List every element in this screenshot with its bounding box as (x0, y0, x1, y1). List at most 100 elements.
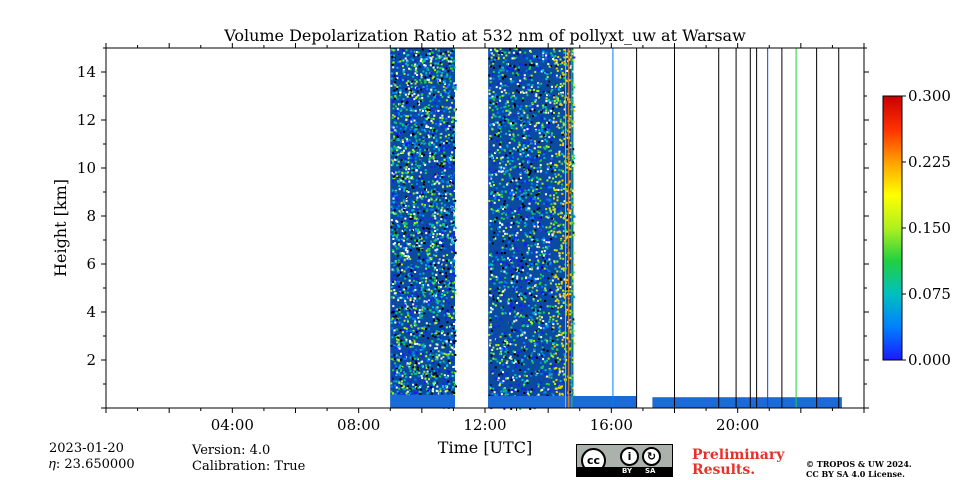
noise-pixel (530, 182, 533, 185)
noise-pixel (424, 289, 427, 292)
noise-pixel (553, 220, 556, 223)
noise-pixel (561, 153, 564, 156)
noise-pixel (511, 196, 514, 199)
noise-pixel (490, 306, 492, 309)
noise-pixel (435, 358, 437, 361)
noise-pixel (538, 246, 541, 249)
noise-pixel (521, 387, 524, 390)
noise-pixel (414, 214, 417, 217)
noise-pixel (443, 284, 446, 287)
noise-pixel (537, 259, 540, 262)
noise-pixel (552, 213, 555, 216)
noise-pixel (488, 89, 491, 92)
noise-pixel (411, 134, 414, 137)
noise-pixel (498, 65, 501, 68)
noise-pixel (453, 82, 456, 85)
noise-pixel (396, 308, 399, 311)
noise-pixel (571, 387, 574, 390)
noise-pixel (542, 246, 545, 249)
noise-pixel (521, 324, 524, 327)
noise-pixel (542, 256, 545, 259)
noise-pixel (549, 138, 552, 141)
noise-pixel (531, 268, 533, 271)
noise-pixel (406, 54, 409, 57)
noise-pixel (441, 383, 444, 386)
noise-pixel (405, 267, 408, 270)
noise-pixel (391, 189, 394, 192)
noise-pixel (546, 84, 549, 87)
noise-pixel (544, 284, 547, 287)
noise-pixel (433, 183, 436, 186)
noise-pixel (526, 57, 528, 60)
noise-pixel (566, 308, 569, 311)
noise-pixel (422, 86, 425, 89)
noise-pixel (452, 328, 455, 331)
noise-pixel (520, 298, 523, 301)
noise-pixel (410, 214, 413, 217)
noise-pixel (400, 339, 403, 342)
noise-pixel (440, 149, 443, 152)
noise-pixel (415, 324, 418, 327)
noise-pixel (439, 177, 442, 179)
noise-pixel (548, 230, 551, 233)
noise-pixel (399, 91, 402, 94)
noise-pixel (512, 265, 515, 268)
noise-pixel (500, 90, 503, 93)
noise-pixel (444, 217, 447, 220)
noise-pixel (436, 228, 439, 231)
noise-pixel (521, 99, 524, 102)
noise-pixel (532, 115, 534, 118)
noise-pixel (447, 60, 450, 63)
noise-pixel (398, 333, 401, 336)
noise-pixel (556, 335, 559, 337)
noise-pixel (406, 60, 409, 63)
noise-pixel (502, 69, 505, 72)
noise-pixel (407, 171, 410, 174)
noise-pixel (518, 104, 521, 107)
noise-pixel (452, 125, 455, 128)
noise-pixel (409, 388, 412, 391)
noise-pixel (554, 117, 557, 120)
noise-pixel (565, 342, 568, 345)
noise-pixel (523, 331, 526, 334)
noise-pixel (517, 264, 520, 267)
noise-pixel (511, 262, 514, 265)
noise-pixel (492, 373, 495, 376)
noise-pixel (570, 326, 572, 329)
noise-pixel (552, 177, 555, 180)
noise-pixel (517, 270, 520, 273)
noise-pixel (489, 323, 492, 326)
noise-pixel (522, 206, 525, 209)
noise-pixel (555, 311, 558, 313)
noise-pixel (514, 165, 517, 168)
noise-pixel (555, 87, 558, 90)
noise-pixel (413, 92, 416, 95)
noise-pixel (451, 209, 454, 212)
noise-pixel (508, 259, 511, 262)
noise-pixel (535, 158, 538, 161)
noise-pixel (403, 336, 406, 339)
noise-pixel (562, 170, 564, 173)
noise-pixel (410, 229, 413, 232)
noise-pixel (546, 262, 549, 265)
noise-pixel (453, 214, 456, 217)
noise-pixel (396, 369, 399, 372)
noise-pixel (415, 128, 418, 131)
noise-pixel (435, 57, 438, 60)
noise-pixel (415, 169, 418, 172)
noise-pixel (398, 372, 401, 375)
noise-pixel (552, 48, 555, 51)
noise-pixel (504, 102, 507, 105)
noise-pixel (548, 121, 551, 124)
noise-pixel (528, 83, 531, 86)
noise-pixel (436, 343, 439, 346)
noise-pixel (397, 345, 399, 348)
noise-pixel (535, 93, 538, 96)
noise-pixel (440, 303, 443, 306)
noise-pixel (534, 321, 537, 323)
noise-pixel (403, 190, 405, 192)
noise-pixel (396, 207, 399, 210)
noise-pixel (512, 350, 515, 353)
noise-pixel (431, 340, 434, 343)
noise-pixel (551, 261, 554, 264)
